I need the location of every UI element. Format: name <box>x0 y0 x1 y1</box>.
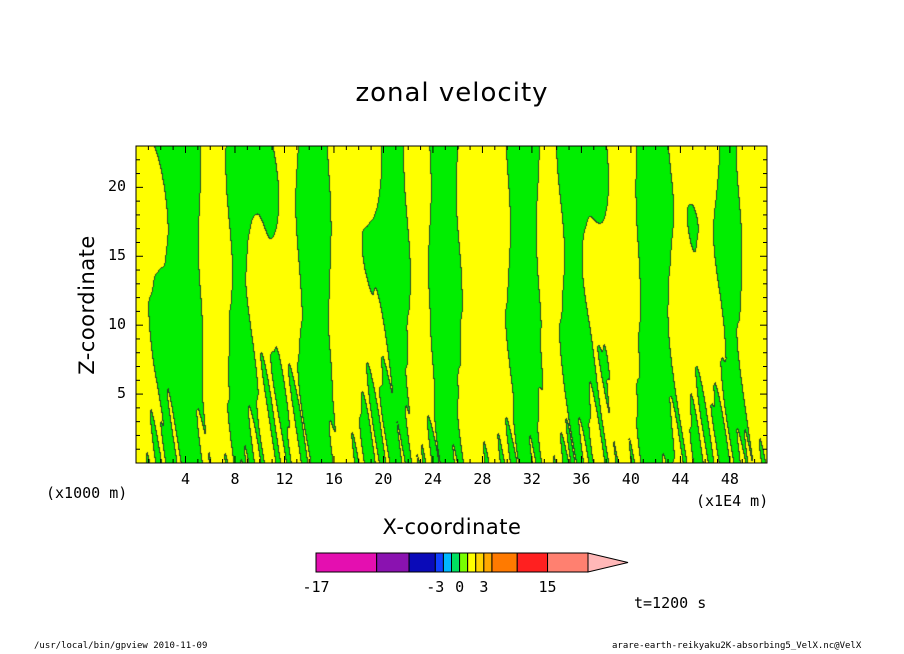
colorbar-segment <box>547 552 589 573</box>
x-tick-label: 40 <box>621 470 640 488</box>
x-tick-label: 28 <box>473 470 492 488</box>
x-tick-label: 20 <box>374 470 393 488</box>
colorbar-tick-label: 0 <box>455 578 465 596</box>
colorbar-segment <box>491 552 518 573</box>
x-tick-label: 12 <box>275 470 294 488</box>
colorbar-segment <box>434 552 444 573</box>
colorbar-segment <box>450 552 461 573</box>
colorbar-segment <box>459 552 469 573</box>
x-tick-label: 32 <box>522 470 541 488</box>
time-label: t=1200 s <box>634 594 707 612</box>
y-axis-ticks <box>136 159 767 450</box>
x-tick-label: 4 <box>180 470 190 488</box>
colorbar-tick-label: 3 <box>479 578 489 596</box>
velocity-field-raster <box>136 146 767 463</box>
footer-right-text: arare-earth-reikyaku2K-absorbing5_VelX.n… <box>612 641 862 651</box>
colorbar-segment <box>442 552 452 573</box>
colorbar-tick-label: -17 <box>302 578 330 596</box>
x-tick-label: 16 <box>324 470 343 488</box>
x-tick-label: 48 <box>720 470 739 488</box>
x-tick-label: 8 <box>230 470 240 488</box>
colorbar-segment <box>376 552 410 573</box>
velocity-field <box>136 146 767 463</box>
colorbar-tick-label: 15 <box>538 578 557 596</box>
plot-frame <box>135 145 768 464</box>
x-unit-right-label: (x1E4 m) <box>696 492 769 510</box>
footer-left-text: /usr/local/bin/gpview 2010-11-09 <box>34 641 208 651</box>
y-tick-label: 5 <box>116 384 126 403</box>
y-tick-label: 10 <box>107 315 126 334</box>
y-axis-label: Z-coordinate <box>75 235 99 375</box>
x-tick-label: 36 <box>572 470 591 488</box>
x-tick-label: 24 <box>423 470 442 488</box>
x-unit-left-label: (x1000 m) <box>46 484 128 502</box>
colorbar-segment <box>408 552 436 573</box>
colorbar-segment <box>516 552 549 573</box>
colorbar-tick-label: -3 <box>426 578 445 596</box>
x-axis-label: X-coordinate <box>382 515 522 539</box>
colorbar-extend-arrow <box>587 552 629 573</box>
colorbar-segment <box>315 552 378 573</box>
x-axis-ticks <box>147 146 768 463</box>
colorbar <box>315 552 629 573</box>
colorbar-segment <box>467 552 477 573</box>
plot-frame-rect <box>135 145 768 464</box>
x-tick-label: 44 <box>671 470 690 488</box>
y-tick-label: 15 <box>107 246 126 265</box>
colorbar-segment <box>475 552 485 573</box>
colorbar-segment <box>483 552 493 573</box>
chart-title: zonal velocity <box>355 78 549 108</box>
y-tick-label: 20 <box>107 177 126 196</box>
